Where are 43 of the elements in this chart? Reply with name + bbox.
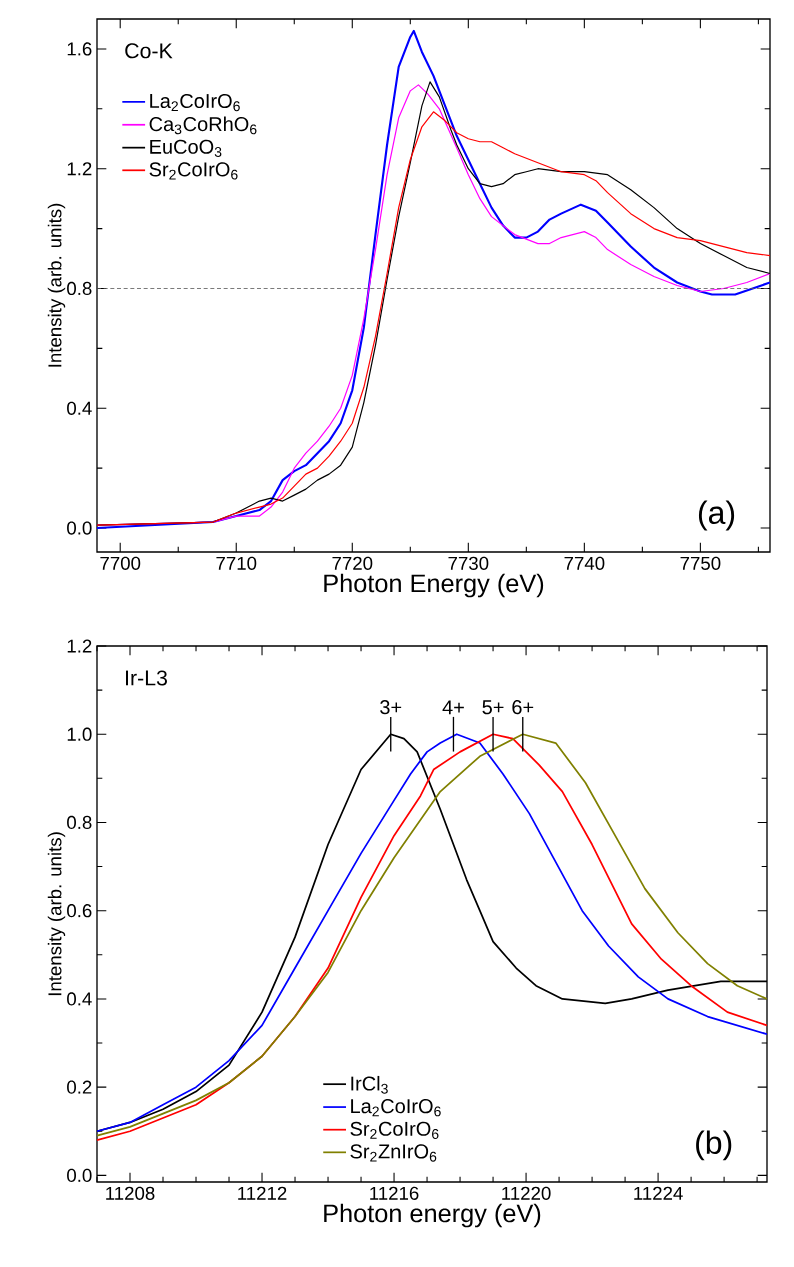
annotation: (b) <box>696 1130 732 1161</box>
y-tick-label: 0.8 <box>67 281 92 296</box>
legend-label: Ca$_{3}$CoRhO$_{6}$ <box>149 116 257 135</box>
x-tick-label: 7750 <box>680 556 721 570</box>
legend-label: IrCl$_{3}$ <box>351 1075 388 1094</box>
x-tick-label: 7730 <box>448 556 489 570</box>
y-tick-label: 0.0 <box>67 521 92 535</box>
annotation: 3+ <box>380 700 402 715</box>
legend-label: EuCoO$_{3}$ <box>150 139 222 157</box>
y-tick-label: 1.2 <box>67 162 92 176</box>
annotation: Ir-L3 <box>126 670 167 686</box>
legend-label: La$_{2}$CoIrO$_{6}$ <box>150 93 240 112</box>
x-tick-label: 7740 <box>564 556 605 570</box>
y-tick-label: 0.6 <box>67 904 92 918</box>
y-axis-title: Intensity (arb. units) <box>47 203 66 367</box>
y-tick-label: 1.2 <box>67 639 92 653</box>
x-tick-label: 7700 <box>100 556 141 570</box>
x-tick-label: 11224 <box>634 1186 683 1200</box>
x-tick-label: 11216 <box>370 1186 419 1200</box>
x-tick-label: 11208 <box>106 1186 155 1200</box>
y-tick-label: 1.0 <box>67 727 92 741</box>
y-tick-label: 0.4 <box>67 992 92 1006</box>
annotation: (a) <box>698 500 735 531</box>
legend-label: Sr$_{2}$ZnIrO$_{6}$ <box>350 1144 437 1162</box>
annotation: 5+ <box>482 700 504 715</box>
x-tick-label: 7720 <box>332 556 373 570</box>
y-tick-label: 0.2 <box>67 1080 92 1094</box>
y-axis-title: Intensity (arb. units) <box>47 832 66 996</box>
x-tick-label: 11212 <box>238 1186 287 1200</box>
legend-label: Sr$_{2}$CoIrO$_{6}$ <box>350 1121 439 1139</box>
annotation: Co-K <box>125 43 173 59</box>
annotation: 4+ <box>442 700 464 715</box>
y-tick-label: 1.6 <box>67 42 92 56</box>
y-tick-label: 0.0 <box>67 1168 92 1182</box>
y-tick-label: 0.8 <box>67 815 92 830</box>
legend-label: Sr$_{2}$CoIrO$_{6}$ <box>149 162 238 180</box>
x-tick-label: 7710 <box>216 556 257 570</box>
x-tick-label: 11220 <box>502 1186 551 1200</box>
x-axis-title: Photon energy (eV) <box>324 1203 541 1228</box>
annotation: 6+ <box>512 700 534 715</box>
y-tick-label: 0.4 <box>67 401 92 415</box>
x-axis-title: Photon Energy (eV) <box>324 573 544 598</box>
legend-label: La$_{2}$CoIrO$_{6}$ <box>351 1099 441 1117</box>
